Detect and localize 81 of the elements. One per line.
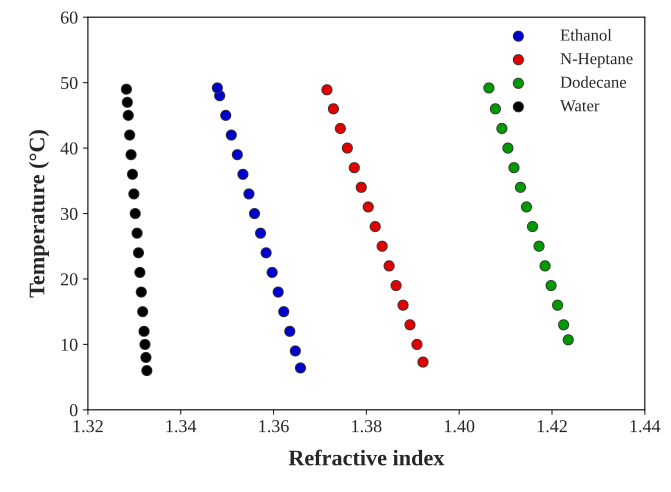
point bbox=[130, 208, 141, 220]
x-tick-label: 1.32 bbox=[74, 420, 103, 432]
point bbox=[411, 338, 423, 350]
point bbox=[134, 266, 146, 278]
point bbox=[362, 201, 374, 213]
point bbox=[120, 84, 132, 95]
point bbox=[272, 286, 284, 298]
x-tick-label: 1.42 bbox=[538, 420, 567, 432]
point bbox=[533, 240, 545, 252]
point bbox=[212, 82, 223, 94]
point bbox=[483, 82, 494, 94]
point bbox=[278, 306, 290, 318]
point bbox=[376, 240, 388, 252]
point bbox=[490, 103, 501, 114]
x-tick-label: 1.44 bbox=[630, 420, 660, 432]
point bbox=[514, 182, 526, 193]
point bbox=[122, 110, 134, 121]
point bbox=[496, 122, 508, 134]
point bbox=[552, 300, 564, 311]
point bbox=[546, 280, 557, 292]
legend-label: N-Heptane bbox=[560, 53, 633, 68]
point bbox=[237, 168, 248, 180]
x-tick-label: 1.34 bbox=[166, 420, 196, 432]
y-tick-label: 10 bbox=[62, 338, 78, 351]
point bbox=[124, 129, 136, 141]
point bbox=[226, 129, 237, 141]
point bbox=[384, 260, 395, 272]
point bbox=[290, 345, 301, 357]
point bbox=[539, 260, 551, 272]
point bbox=[266, 266, 278, 278]
point bbox=[397, 300, 409, 311]
point bbox=[520, 201, 532, 213]
point bbox=[348, 162, 360, 174]
point bbox=[243, 188, 255, 200]
point bbox=[404, 319, 416, 330]
point bbox=[128, 188, 140, 200]
point bbox=[558, 319, 570, 330]
point bbox=[139, 338, 151, 350]
point bbox=[138, 326, 150, 337]
legend-label: Dodecane bbox=[560, 76, 626, 88]
point bbox=[342, 142, 353, 154]
point bbox=[356, 182, 367, 193]
y-tick-label: 50 bbox=[61, 76, 78, 90]
x-tick-label: 1.40 bbox=[444, 420, 474, 432]
point bbox=[132, 228, 143, 239]
point bbox=[526, 221, 538, 232]
y-tick-label: 0 bbox=[70, 404, 78, 416]
y-tick-label: 30 bbox=[60, 208, 78, 220]
point bbox=[254, 228, 266, 239]
point bbox=[137, 306, 148, 318]
point bbox=[417, 356, 429, 368]
point bbox=[370, 221, 381, 232]
point bbox=[132, 247, 144, 258]
point bbox=[126, 168, 138, 180]
x-tick-label: 1.36 bbox=[259, 420, 289, 432]
legend-label: Water bbox=[560, 100, 600, 112]
point bbox=[502, 142, 514, 154]
legend-label: Ethanol bbox=[560, 28, 612, 41]
point bbox=[508, 162, 520, 174]
point bbox=[248, 208, 260, 220]
point bbox=[141, 365, 152, 376]
point bbox=[294, 362, 306, 374]
y-axis-title: Temperature (°C) bbox=[28, 130, 50, 298]
point bbox=[125, 149, 137, 160]
y-tick-label: 60 bbox=[60, 11, 78, 24]
point bbox=[220, 110, 232, 121]
point bbox=[122, 96, 133, 108]
point bbox=[284, 326, 296, 337]
point bbox=[321, 84, 332, 96]
y-tick-label: 20 bbox=[60, 273, 78, 286]
point bbox=[328, 103, 339, 114]
x-tick-label: 1.38 bbox=[352, 420, 382, 432]
point bbox=[390, 280, 402, 292]
point bbox=[136, 286, 147, 298]
y-tick-label: 40 bbox=[60, 142, 78, 155]
point bbox=[334, 122, 346, 134]
point bbox=[232, 149, 243, 160]
point bbox=[562, 334, 574, 346]
x-axis-title: Refractive index bbox=[288, 450, 444, 466]
point bbox=[140, 352, 152, 364]
point bbox=[260, 247, 272, 258]
